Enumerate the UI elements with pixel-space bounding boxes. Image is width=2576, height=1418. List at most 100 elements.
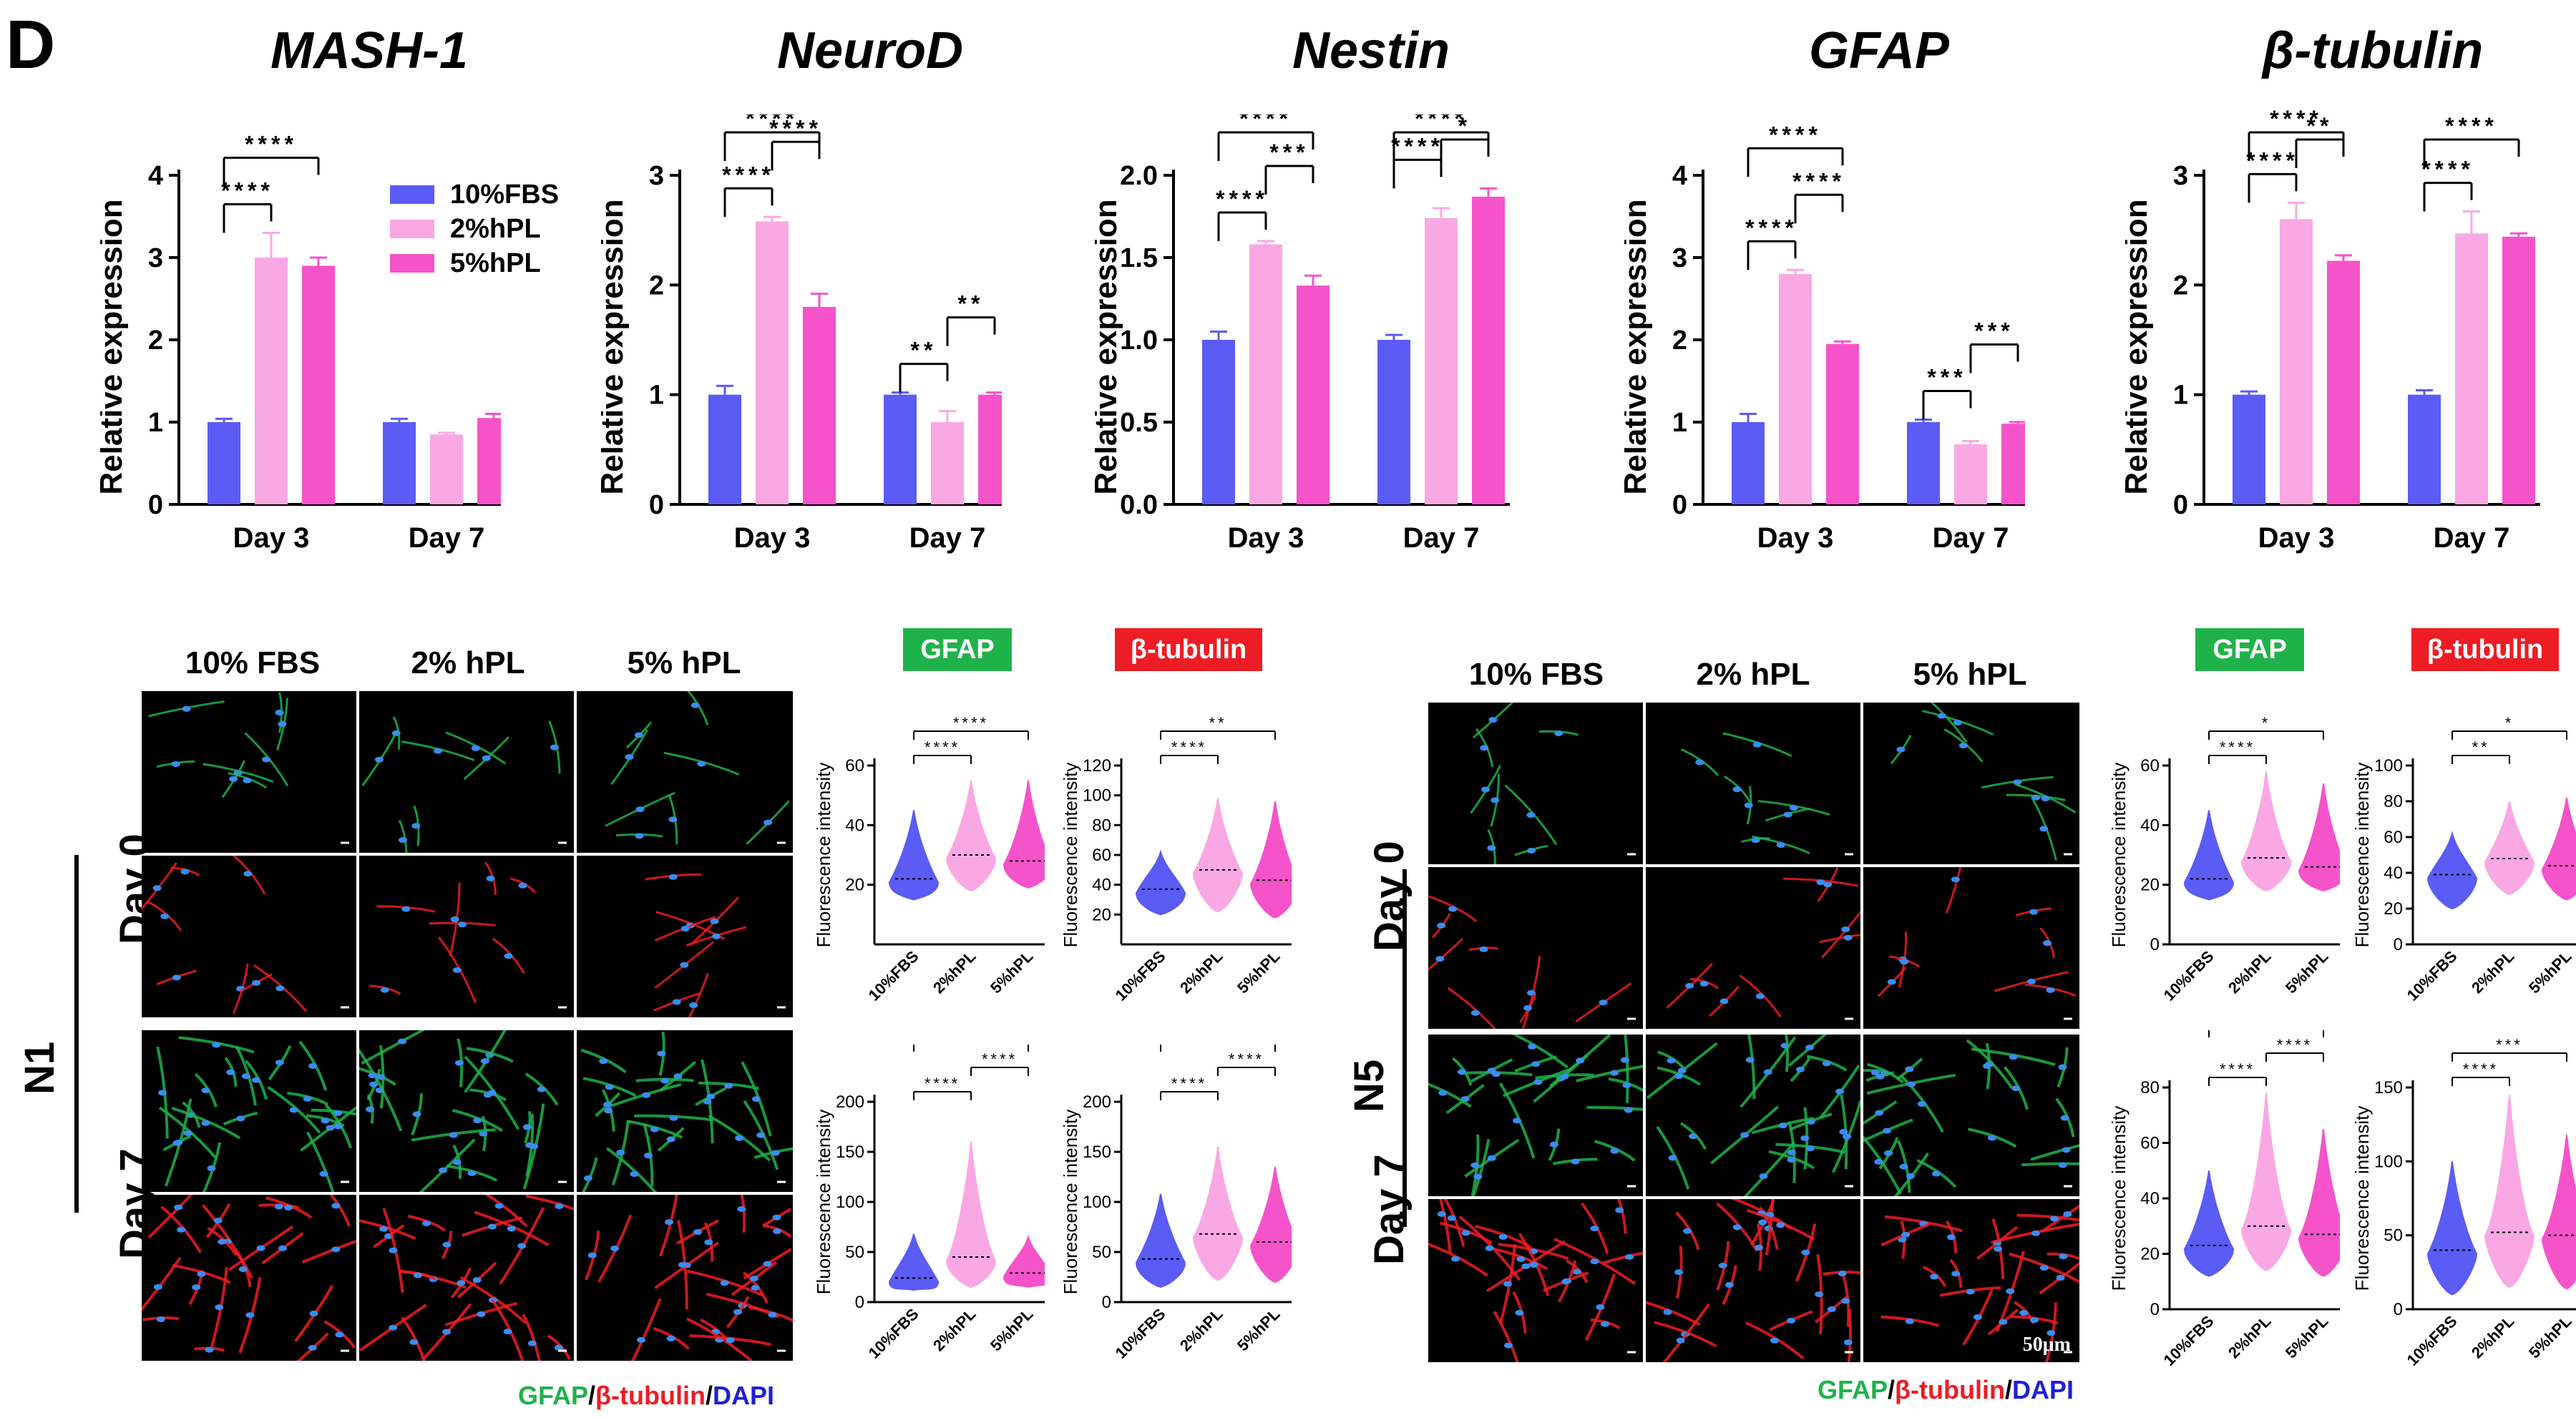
cell-nucleus xyxy=(180,869,190,875)
y-tick-label: 0 xyxy=(2150,935,2160,954)
x-tick-label: 2%hPL xyxy=(930,947,980,997)
cell-process xyxy=(361,1030,426,1065)
cell-nucleus xyxy=(262,756,271,763)
n5-group-label: N5 xyxy=(1346,1059,1392,1113)
cell-nucleus xyxy=(197,1271,206,1277)
violin-n5-gfap-day7: 0 20 40 60 80 Fluorescence intensity 10%FBS 2%h… xyxy=(2108,1030,2340,1369)
cell-nucleus xyxy=(2009,1054,2018,1060)
cell-nucleus xyxy=(201,1087,210,1094)
n1-col-head-hpl5: 5% hPL xyxy=(627,645,741,680)
sig-label: ** xyxy=(958,291,985,317)
legend-btub: β-tubulin xyxy=(1895,1375,2005,1404)
cell-nucleus xyxy=(494,1203,504,1209)
sig-label: **** xyxy=(221,178,274,204)
x-tick-label: Day 3 xyxy=(2258,522,2335,554)
cell-nucleus xyxy=(368,1072,377,1079)
cell-nucleus xyxy=(1554,730,1563,736)
violin xyxy=(1249,1166,1292,1283)
cell-nucleus xyxy=(477,1311,486,1317)
cell-nucleus xyxy=(2058,1162,2067,1168)
cell-nucleus xyxy=(680,926,690,932)
cell-nucleus xyxy=(706,1093,716,1100)
cell-nucleus xyxy=(238,1266,248,1273)
cell-nucleus xyxy=(1674,1073,1684,1080)
cell-nucleus xyxy=(1752,741,1762,748)
x-tick-label: 2%hPL xyxy=(2225,947,2275,997)
cell-nucleus xyxy=(471,745,480,751)
cell-nucleus xyxy=(625,754,634,761)
cell-nucleus xyxy=(1999,1319,2008,1325)
cell-nucleus xyxy=(458,921,467,928)
cell-nucleus xyxy=(1744,802,1753,808)
n5-day0-label: Day 0 xyxy=(1366,841,1413,952)
cell-nucleus xyxy=(452,1159,462,1165)
n1-group-bar xyxy=(74,855,79,1213)
cell-nucleus xyxy=(2042,940,2051,947)
cell-nucleus xyxy=(389,1324,398,1331)
cell-nucleus xyxy=(704,1239,713,1246)
sig-label: ** xyxy=(2307,113,2333,139)
cell-nucleus xyxy=(550,744,559,750)
cell-nucleus xyxy=(522,1124,532,1130)
sig-label: **** xyxy=(2277,1036,2313,1054)
y-tick-label: 4 xyxy=(1672,161,1687,191)
cell-process xyxy=(301,1239,356,1264)
cell-nucleus xyxy=(2050,1216,2059,1222)
cell-nucleus xyxy=(1899,1163,1908,1170)
bar-title-btubulin: β-tubulin xyxy=(2262,22,2484,79)
cell-nucleus xyxy=(308,1062,318,1069)
n1-day7-hpl2-btub-image xyxy=(359,1195,574,1361)
y-tick-label: 80 xyxy=(2384,792,2403,811)
cell-nucleus xyxy=(672,999,681,1005)
cell-process xyxy=(1428,1082,1472,1108)
y-tick-label: 0 xyxy=(148,490,163,520)
y-tick-label: 40 xyxy=(2384,864,2403,883)
cell-nucleus xyxy=(1488,717,1498,723)
cell-nucleus xyxy=(1958,743,1968,749)
y-tick-label: 60 xyxy=(2140,1134,2160,1153)
cell-nucleus xyxy=(274,1203,283,1210)
y-tick-label: 2 xyxy=(1672,326,1687,356)
sig-label: **** xyxy=(1792,168,1845,194)
cell-nucleus xyxy=(1437,922,1446,929)
cell-nucleus xyxy=(1759,1173,1768,1179)
cell-nucleus xyxy=(2031,1230,2040,1236)
cell-nucleus xyxy=(657,1050,666,1057)
cell-nucleus xyxy=(1783,811,1792,818)
cell-nucleus xyxy=(630,1170,639,1177)
cell-nucleus xyxy=(1966,1289,1975,1295)
cell-nucleus xyxy=(768,1311,777,1318)
cell-process xyxy=(1586,1105,1643,1111)
n1-day7-hpl5-btub-image xyxy=(577,1195,793,1361)
bar-title-gfap: GFAP xyxy=(1808,22,1950,79)
violin xyxy=(2183,810,2235,901)
y-tick-label: 4 xyxy=(148,161,163,191)
cell-nucleus xyxy=(243,871,253,877)
cell-nucleus xyxy=(1843,934,1853,941)
x-tick-label: 10%FBS xyxy=(865,947,922,1004)
cell-nucleus xyxy=(1983,1063,1992,1070)
sig-label: **** xyxy=(2421,157,2474,182)
cell-nucleus xyxy=(1487,1067,1496,1074)
cell-nucleus xyxy=(412,1111,421,1118)
cell-nucleus xyxy=(376,1074,386,1080)
cell-nucleus xyxy=(308,1344,317,1351)
sig-label: **** xyxy=(1171,1075,1207,1092)
cell-nucleus xyxy=(1875,1110,1884,1116)
cell-nucleus xyxy=(1800,1135,1810,1142)
cell-nucleus xyxy=(473,1118,482,1124)
cell-nucleus xyxy=(650,1126,659,1133)
cell-nucleus xyxy=(1875,1073,1885,1080)
bar xyxy=(208,422,240,504)
sig-label: **** xyxy=(1745,215,1798,240)
y-tick-label: 100 xyxy=(1083,786,1111,806)
cell-nucleus xyxy=(604,1107,613,1114)
cell-nucleus xyxy=(275,985,285,992)
violin xyxy=(2426,831,2478,910)
cell-nucleus xyxy=(205,1346,214,1353)
cell-nucleus xyxy=(1620,1057,1629,1063)
cell-nucleus xyxy=(693,1228,703,1235)
y-tick-label: 0 xyxy=(2150,1300,2160,1319)
bar xyxy=(931,422,964,504)
cell-nucleus xyxy=(172,974,181,981)
